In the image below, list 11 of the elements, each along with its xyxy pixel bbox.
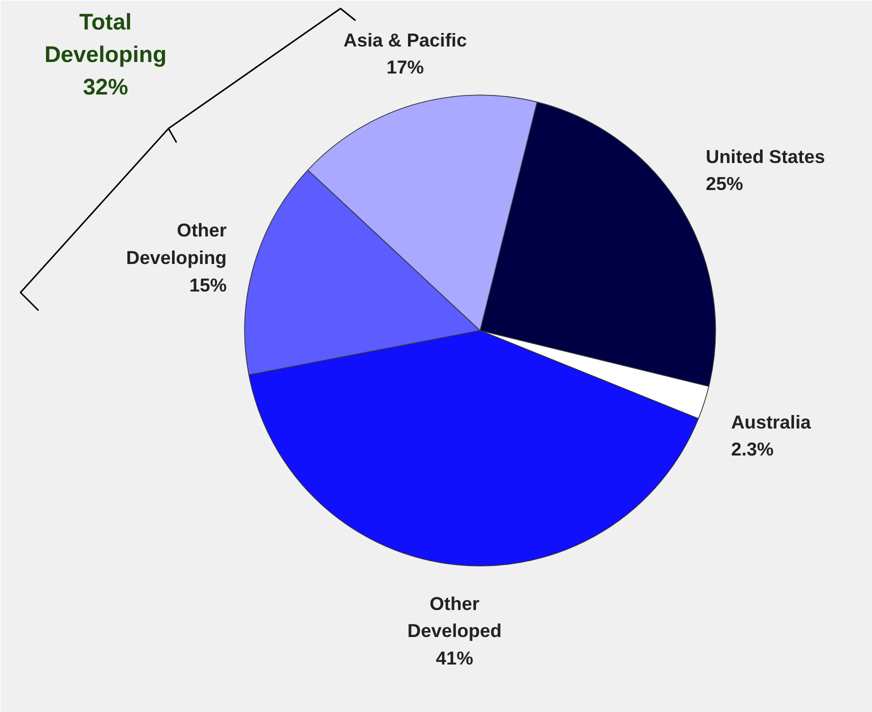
data-label: 25% [706, 173, 744, 194]
slice-label: Asia & Pacific [343, 29, 467, 50]
data-label: 17% [386, 56, 424, 78]
slice-label: United States [706, 146, 826, 167]
data-label: 15% [189, 274, 228, 296]
slice-label: Other Developed [407, 592, 502, 642]
slice-label: Australia [731, 411, 812, 432]
text: Total Developing 32% [44, 8, 167, 100]
data-label: 2.3% [731, 438, 774, 460]
data-label: 41% [436, 648, 474, 669]
slice-label: Other Developing [126, 220, 227, 268]
